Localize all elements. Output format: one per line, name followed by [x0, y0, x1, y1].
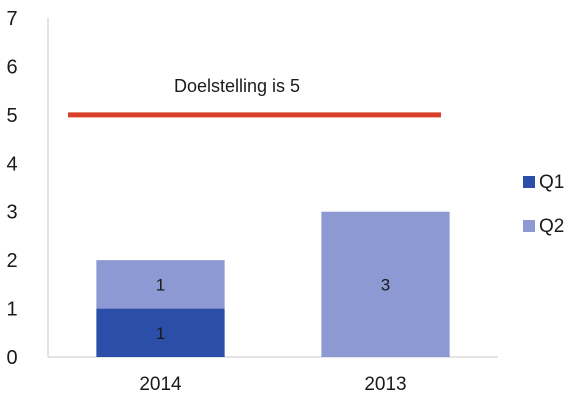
- y-tick-label: 2: [6, 250, 17, 272]
- y-tick-label: 7: [6, 8, 17, 30]
- y-tick-label: 4: [6, 153, 17, 175]
- y-tick-label: 1: [6, 299, 17, 321]
- y-axis-ticks: 0 1 2 3 4 5 6 7: [6, 8, 17, 369]
- y-tick-label: 0: [6, 347, 17, 369]
- y-tick-label: 5: [6, 105, 17, 127]
- legend: Q1 Q2: [523, 172, 564, 237]
- legend-label-q2: Q2: [539, 216, 564, 237]
- x-category-label: 2013: [364, 374, 406, 395]
- bar-q2-2014: [96, 260, 225, 309]
- x-category-label: 2014: [139, 374, 182, 395]
- data-label: 3: [381, 275, 390, 294]
- bars: 1 1 3: [96, 211, 450, 357]
- legend-swatch-q1: [523, 176, 535, 188]
- y-tick-label: 3: [6, 202, 17, 224]
- bar-q2-2013: [321, 211, 450, 357]
- data-label: 1: [156, 275, 165, 294]
- x-axis-category-labels: 2014 2013: [139, 374, 406, 395]
- legend-swatch-q2: [523, 220, 535, 232]
- data-label: 1: [156, 324, 165, 343]
- legend-label-q1: Q1: [539, 172, 564, 193]
- target-line-label: Doelstelling is 5: [174, 76, 300, 96]
- bar-q1-2014: [96, 308, 225, 357]
- y-tick-label: 6: [6, 56, 17, 78]
